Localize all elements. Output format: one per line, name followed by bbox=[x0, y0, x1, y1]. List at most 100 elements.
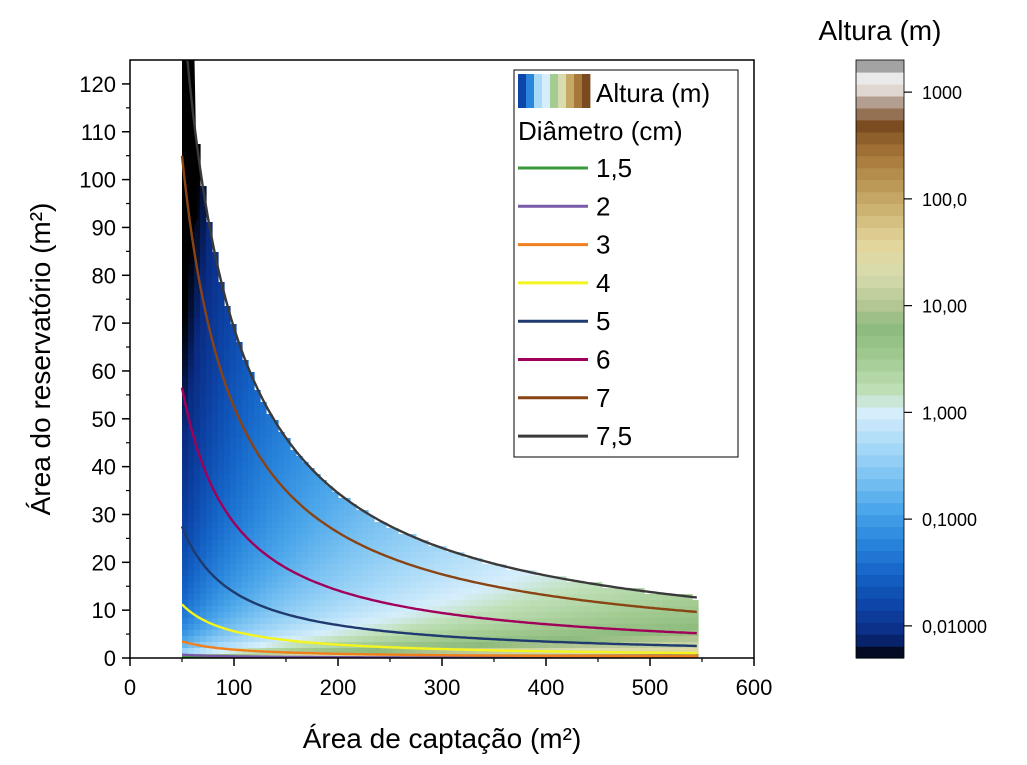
contour-cell bbox=[386, 552, 393, 559]
contour-cell bbox=[482, 570, 489, 577]
contour-cell bbox=[692, 606, 699, 613]
contour-cell bbox=[554, 612, 561, 619]
contour-cell bbox=[266, 450, 273, 457]
contour-cell bbox=[458, 606, 465, 613]
contour-cell bbox=[242, 600, 249, 607]
contour-cell bbox=[500, 564, 507, 571]
contour-cell bbox=[188, 540, 195, 547]
contour-cell bbox=[476, 642, 483, 649]
contour-cell bbox=[188, 558, 195, 565]
contour-cell bbox=[260, 510, 267, 517]
contour-cell bbox=[206, 294, 213, 301]
contour-cell bbox=[302, 516, 309, 523]
contour-cell bbox=[626, 588, 633, 595]
contour-cell bbox=[194, 384, 201, 391]
contour-cell bbox=[332, 636, 339, 643]
contour-cell bbox=[416, 594, 423, 601]
contour-cell bbox=[236, 480, 243, 487]
contour-cell bbox=[230, 360, 237, 367]
contour-cell bbox=[302, 606, 309, 613]
contour-cell bbox=[194, 594, 201, 601]
contour-cell bbox=[290, 534, 297, 541]
contour-cell bbox=[188, 246, 195, 253]
contour-cell bbox=[218, 594, 225, 601]
contour-cell bbox=[440, 558, 447, 565]
contour-cell bbox=[374, 642, 381, 649]
contour-cell bbox=[224, 372, 231, 379]
contour-cell bbox=[200, 210, 207, 217]
contour-cell bbox=[608, 636, 615, 643]
colorbar-band bbox=[856, 430, 904, 444]
legend-label: 1,5 bbox=[596, 153, 632, 183]
contour-cell bbox=[410, 558, 417, 565]
contour-cell bbox=[206, 408, 213, 415]
contour-cell bbox=[194, 240, 201, 247]
contour-cell bbox=[578, 606, 585, 613]
colorbar-band bbox=[856, 634, 904, 647]
contour-cell bbox=[362, 618, 369, 625]
contour-cell bbox=[632, 606, 639, 613]
contour-cell bbox=[218, 354, 225, 361]
contour-cell bbox=[266, 486, 273, 493]
contour-cell bbox=[296, 522, 303, 529]
contour-cell bbox=[248, 576, 255, 583]
contour-cell bbox=[224, 366, 231, 373]
contour-cell bbox=[194, 564, 201, 571]
contour-cell bbox=[230, 624, 237, 631]
contour-cell bbox=[434, 642, 441, 649]
contour-cell bbox=[260, 486, 267, 493]
contour-cell bbox=[206, 486, 213, 493]
contour-cell bbox=[236, 420, 243, 427]
contour-cell bbox=[254, 444, 261, 451]
contour-cell bbox=[566, 588, 573, 595]
contour-cell bbox=[194, 498, 201, 505]
contour-cell bbox=[338, 570, 345, 577]
contour-cell bbox=[410, 594, 417, 601]
contour-cell bbox=[530, 600, 537, 607]
contour-cell bbox=[338, 504, 345, 511]
contour-cell bbox=[602, 618, 609, 625]
contour-cell bbox=[566, 624, 573, 631]
contour-cell bbox=[212, 552, 219, 559]
contour-cell bbox=[548, 612, 555, 619]
contour-cell bbox=[518, 642, 525, 649]
contour-cell bbox=[356, 648, 363, 655]
contour-cell bbox=[194, 486, 201, 493]
contour-cell bbox=[182, 492, 189, 499]
contour-cell bbox=[404, 546, 411, 553]
contour-cell bbox=[236, 366, 243, 373]
contour-cell bbox=[464, 564, 471, 571]
contour-cell bbox=[386, 618, 393, 625]
contour-cell bbox=[212, 420, 219, 427]
colorbar-tick-label: 10,00 bbox=[922, 297, 967, 317]
contour-cell bbox=[344, 594, 351, 601]
contour-cell bbox=[182, 504, 189, 511]
contour-cell bbox=[278, 528, 285, 535]
contour-cell bbox=[356, 564, 363, 571]
contour-cell bbox=[446, 588, 453, 595]
contour-cell bbox=[278, 588, 285, 595]
contour-cell bbox=[416, 582, 423, 589]
contour-cell bbox=[632, 624, 639, 631]
y-tick-label: 120 bbox=[79, 72, 116, 97]
contour-cell bbox=[362, 522, 369, 529]
contour-cell bbox=[626, 624, 633, 631]
contour-cell bbox=[302, 480, 309, 487]
contour-cell bbox=[524, 600, 531, 607]
contour-cell bbox=[650, 618, 657, 625]
contour-cell bbox=[386, 624, 393, 631]
contour-cell bbox=[332, 582, 339, 589]
contour-cell bbox=[362, 636, 369, 643]
contour-cell bbox=[200, 570, 207, 577]
contour-cell bbox=[326, 564, 333, 571]
contour-cell bbox=[452, 594, 459, 601]
contour-cell bbox=[194, 474, 201, 481]
contour-cell bbox=[278, 546, 285, 553]
contour-cell bbox=[542, 612, 549, 619]
contour-cell bbox=[308, 588, 315, 595]
contour-cell bbox=[386, 546, 393, 553]
contour-cell bbox=[416, 648, 423, 655]
contour-cell bbox=[218, 330, 225, 337]
contour-cell bbox=[284, 444, 291, 451]
colorbar-band bbox=[856, 598, 904, 611]
